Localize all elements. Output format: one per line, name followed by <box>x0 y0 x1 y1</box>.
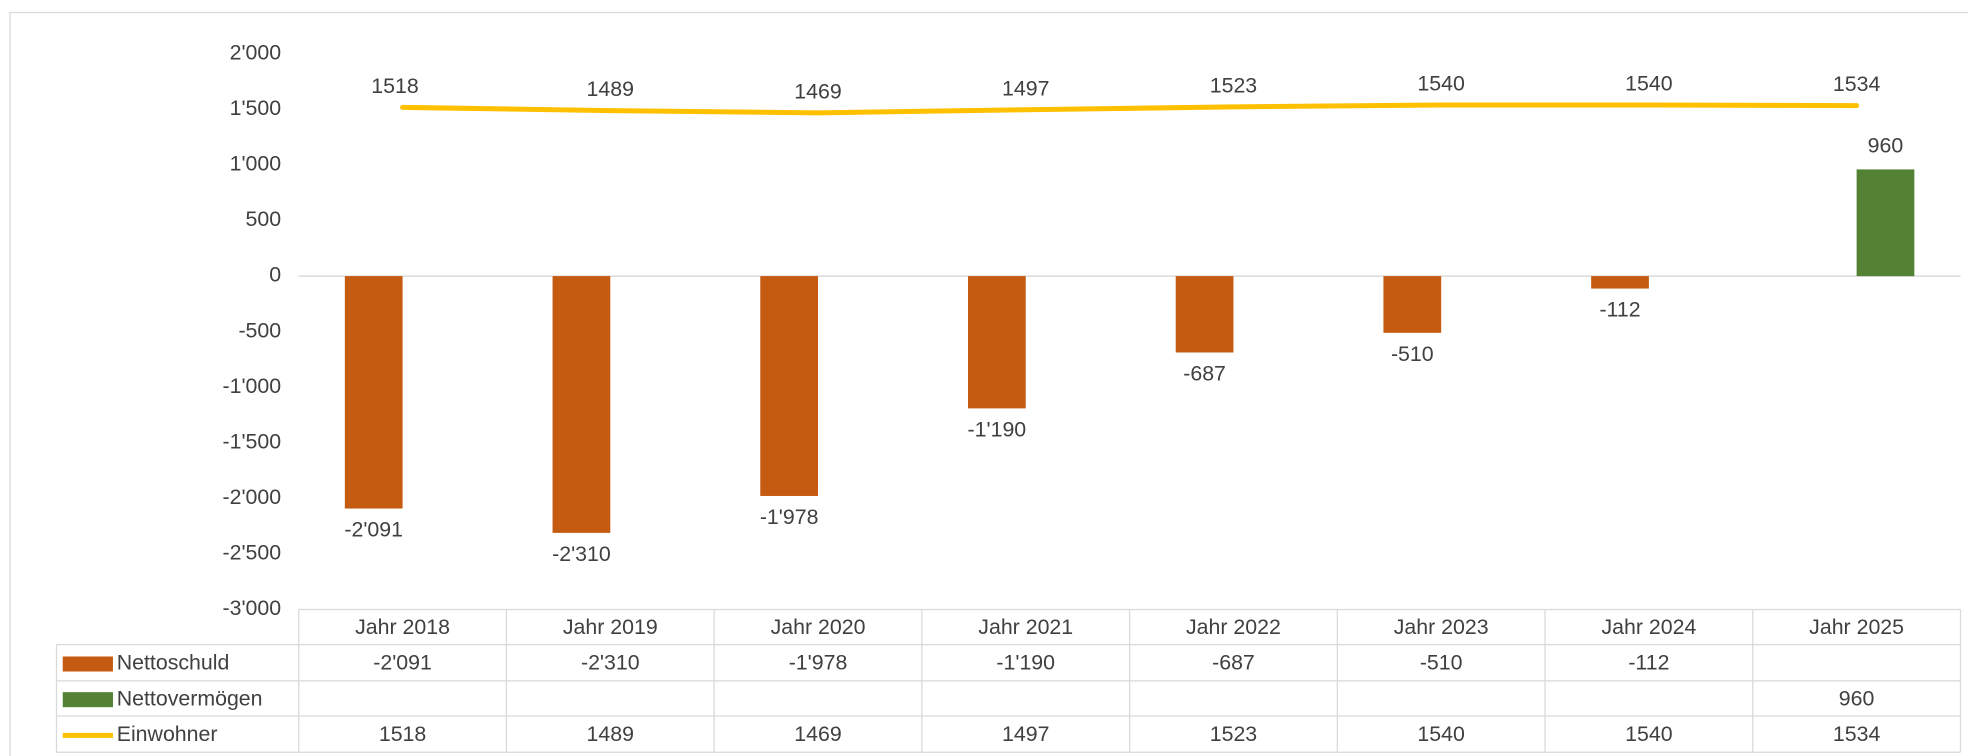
table-value: 1523 <box>1210 722 1257 746</box>
x-tick-label: Jahr 2023 <box>1394 615 1489 639</box>
legend-key <box>62 692 113 708</box>
data-label: -1'190 <box>968 418 1027 442</box>
line <box>400 102 1860 116</box>
chart-border <box>9 11 1968 756</box>
legend-label: Nettoschuld <box>117 651 230 675</box>
table-value: 1540 <box>1625 722 1673 746</box>
bar <box>1383 276 1442 333</box>
data-label: 960 <box>1868 134 1904 158</box>
bar <box>967 276 1026 409</box>
table-value: -112 <box>1628 651 1669 675</box>
legend-label: Nettovermögen <box>117 686 263 710</box>
data-label: -112 <box>1599 298 1640 322</box>
table-value: -510 <box>1420 651 1463 675</box>
y-tick-label: -1'000 <box>223 374 282 398</box>
y-tick-label: -3'000 <box>223 596 282 620</box>
data-label: 1540 <box>1625 72 1673 96</box>
bar <box>552 276 611 533</box>
data-label: -510 <box>1391 342 1434 366</box>
bar <box>344 276 403 509</box>
y-tick-label: 500 <box>246 207 282 231</box>
table-value: -687 <box>1212 651 1255 675</box>
y-tick-label: -500 <box>238 318 281 342</box>
table-value: -2'310 <box>581 651 640 675</box>
table-value: -2'091 <box>373 651 432 675</box>
x-tick-label: Jahr 2021 <box>978 615 1073 639</box>
x-tick-label: Jahr 2022 <box>1186 615 1281 639</box>
table-value: 960 <box>1839 686 1875 710</box>
bar <box>1856 169 1915 277</box>
x-tick-label: Jahr 2024 <box>1601 615 1696 639</box>
data-label: -687 <box>1183 362 1226 386</box>
y-tick-label: 1'000 <box>230 152 282 176</box>
table-value: 1534 <box>1833 722 1881 746</box>
x-tick-label: Jahr 2019 <box>563 615 658 639</box>
x-tick-label: Jahr 2025 <box>1809 615 1904 639</box>
data-label: 1534 <box>1833 72 1881 96</box>
table-value: 1540 <box>1417 722 1465 746</box>
data-label: 1523 <box>1210 73 1257 97</box>
y-tick-label: 1'500 <box>230 96 282 120</box>
legend-label: Einwohner <box>117 722 218 746</box>
data-label: -1'978 <box>760 505 819 529</box>
y-tick-label: -2'500 <box>223 541 282 565</box>
table-value: -1'978 <box>789 651 848 675</box>
y-tick-label: -2'000 <box>223 485 282 509</box>
y-tick-label: -1'500 <box>223 429 282 453</box>
bar <box>760 276 819 496</box>
data-label: 1469 <box>794 79 841 103</box>
data-label: -2'310 <box>552 542 611 566</box>
data-label: 1489 <box>587 77 634 101</box>
y-tick-label: 2'000 <box>230 40 282 64</box>
table-value: -1'190 <box>996 651 1055 675</box>
bar <box>1175 276 1234 353</box>
bar <box>1591 276 1649 289</box>
data-label: 1540 <box>1417 72 1465 96</box>
table-value: 1469 <box>794 722 841 746</box>
table-value: 1497 <box>1002 722 1049 746</box>
x-tick-label: Jahr 2020 <box>771 615 866 639</box>
data-label: 1497 <box>1002 76 1049 100</box>
y-tick-label: 0 <box>269 263 281 287</box>
data-label: 1518 <box>371 74 418 98</box>
legend-key <box>62 656 113 672</box>
table-value: 1518 <box>379 722 426 746</box>
data-label: -2'091 <box>344 518 403 542</box>
table-value: 1489 <box>587 722 634 746</box>
x-tick-label: Jahr 2018 <box>355 615 450 639</box>
